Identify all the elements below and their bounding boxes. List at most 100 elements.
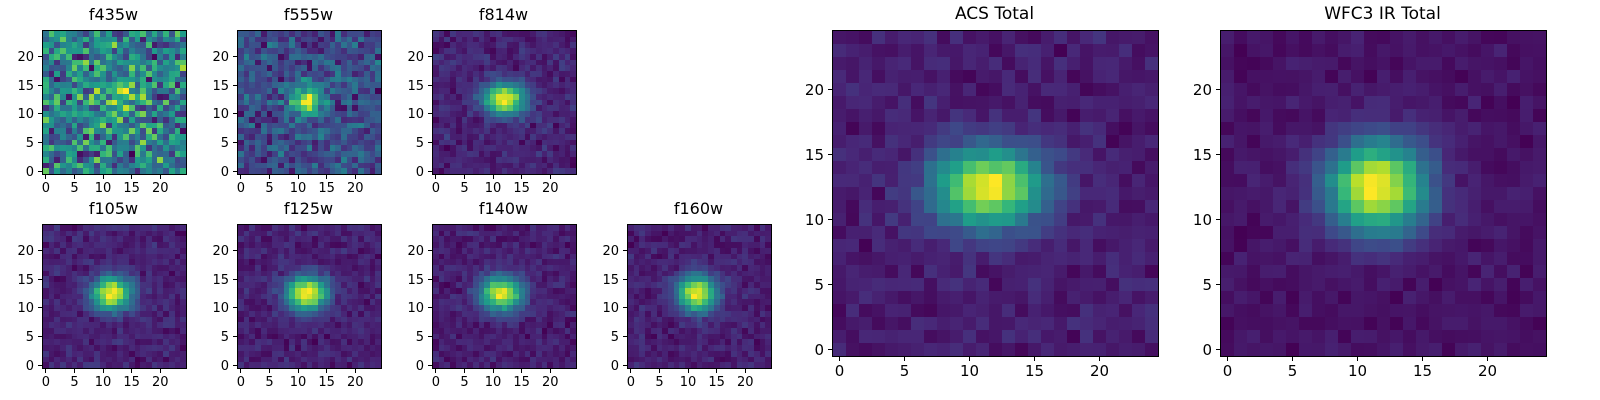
y-tick-label: 5: [415, 330, 424, 346]
x-tick-label: 10: [484, 181, 502, 196]
x-tick-mark: [744, 369, 746, 373]
y-tick-mark: [1216, 219, 1220, 220]
y-tick-mark: [38, 113, 42, 115]
x-tick-mark: [1099, 357, 1100, 361]
x-tick-mark: [268, 175, 270, 179]
y-tick-mark: [828, 219, 832, 220]
x-tick-label: 15: [318, 375, 335, 390]
panel-title: f125w: [283, 199, 334, 218]
y-tick-label: 10: [1192, 211, 1212, 229]
y-tick-mark: [428, 56, 432, 58]
x-tick-label: 0: [834, 362, 845, 380]
plot-area: 0 5 10 15 20 0 5 10 15 20: [17, 224, 187, 389]
y-tick-mark: [428, 336, 432, 338]
y-tick-label: 0: [415, 164, 424, 180]
x-tick-label: 10: [959, 362, 980, 380]
panel-title: f140w: [478, 199, 529, 218]
x-tick-label: 20: [346, 181, 364, 196]
heatmap-image: [43, 31, 186, 174]
plot-area: 0 5 10 15 20 0 5 10 15 20: [407, 224, 577, 389]
x-tick-label: 5: [265, 375, 274, 390]
y-tick-mark: [38, 170, 42, 172]
x-tick-mark: [131, 175, 133, 179]
x-tick-label: 15: [123, 375, 140, 390]
plot-area: 0 5 10 15 20 0 5 10 15 20: [1193, 30, 1547, 379]
y-tick-label: 0: [1202, 341, 1212, 359]
heatmap-image: [238, 31, 381, 174]
heatmap-panel-wfc3-ir-total: WFC3 IR Total 0 5 10 15 20 0 5 10 15 20: [1193, 4, 1547, 379]
x-tick-label: 20: [541, 181, 559, 196]
x-tick-label: 5: [655, 375, 664, 390]
panel-title: f814w: [478, 5, 529, 24]
y-tick-mark: [233, 364, 237, 366]
x-tick-mark: [159, 175, 161, 179]
y-tick-label: 20: [17, 244, 34, 260]
y-tick-label: 10: [17, 107, 34, 123]
heatmap-image: [833, 31, 1158, 356]
y-tick-label: 5: [220, 330, 229, 346]
y-tick-label: 20: [804, 81, 824, 99]
x-tick-mark: [904, 357, 905, 361]
heatmap-image: [433, 31, 576, 174]
y-tick-label: 15: [1192, 146, 1212, 164]
x-tick-mark: [102, 175, 104, 179]
y-tick-label: 5: [610, 330, 619, 346]
heatmap-panel-f125w: f125w 0 5 10 15 20 0 5 10 15 20: [212, 199, 382, 389]
x-tick-label: 5: [1287, 362, 1298, 380]
x-tick-label: 0: [1222, 362, 1233, 380]
x-tick-label: 0: [431, 181, 441, 196]
y-tick-label: 5: [220, 136, 229, 152]
x-tick-label: 10: [94, 375, 112, 390]
y-tick-mark: [233, 170, 237, 172]
y-tick-mark: [428, 278, 432, 280]
y-tick-label: 5: [415, 136, 424, 152]
y-tick-label: 10: [407, 301, 424, 317]
x-tick-label: 0: [626, 375, 636, 390]
x-tick-label: 10: [94, 181, 112, 196]
x-tick-label: 10: [484, 375, 502, 390]
x-tick-mark: [716, 369, 718, 373]
x-tick-mark: [658, 369, 660, 373]
x-tick-label: 15: [318, 181, 335, 196]
x-tick-label: 15: [123, 181, 140, 196]
y-tick-mark: [428, 84, 432, 86]
x-tick-mark: [492, 175, 494, 179]
y-tick-label: 15: [407, 272, 424, 288]
y-tick-label: 10: [804, 211, 824, 229]
y-tick-label: 15: [804, 146, 824, 164]
y-tick-label: 15: [17, 272, 34, 288]
x-tick-mark: [102, 369, 104, 373]
x-tick-mark: [969, 357, 970, 361]
x-tick-mark: [1292, 357, 1293, 361]
y-tick-mark: [233, 278, 237, 280]
x-tick-label: 20: [736, 375, 754, 390]
x-tick-mark: [240, 369, 242, 373]
x-tick-mark: [549, 175, 551, 179]
y-tick-mark: [38, 336, 42, 338]
y-tick-label: 0: [220, 358, 229, 374]
y-tick-mark: [38, 56, 42, 58]
x-tick-mark: [131, 369, 133, 373]
x-tick-mark: [435, 175, 437, 179]
x-tick-mark: [463, 369, 465, 373]
y-tick-mark: [38, 142, 42, 144]
y-tick-mark: [428, 307, 432, 309]
x-tick-mark: [326, 369, 328, 373]
x-tick-mark: [297, 369, 299, 373]
panel-title: f160w: [673, 199, 724, 218]
x-tick-label: 5: [265, 181, 274, 196]
x-tick-label: 0: [431, 375, 441, 390]
x-tick-mark: [240, 175, 242, 179]
x-tick-mark: [839, 357, 840, 361]
x-tick-label: 15: [1412, 362, 1433, 380]
y-tick-label: 20: [212, 244, 229, 260]
x-tick-mark: [521, 175, 523, 179]
x-tick-mark: [1487, 357, 1488, 361]
y-tick-label: 5: [1202, 276, 1212, 294]
y-tick-label: 0: [220, 164, 229, 180]
y-tick-label: 0: [25, 358, 34, 374]
plot-area: 0 5 10 15 20 0 5 10 15 20: [407, 30, 577, 195]
y-tick-label: 15: [17, 78, 34, 94]
y-tick-mark: [1216, 284, 1220, 285]
